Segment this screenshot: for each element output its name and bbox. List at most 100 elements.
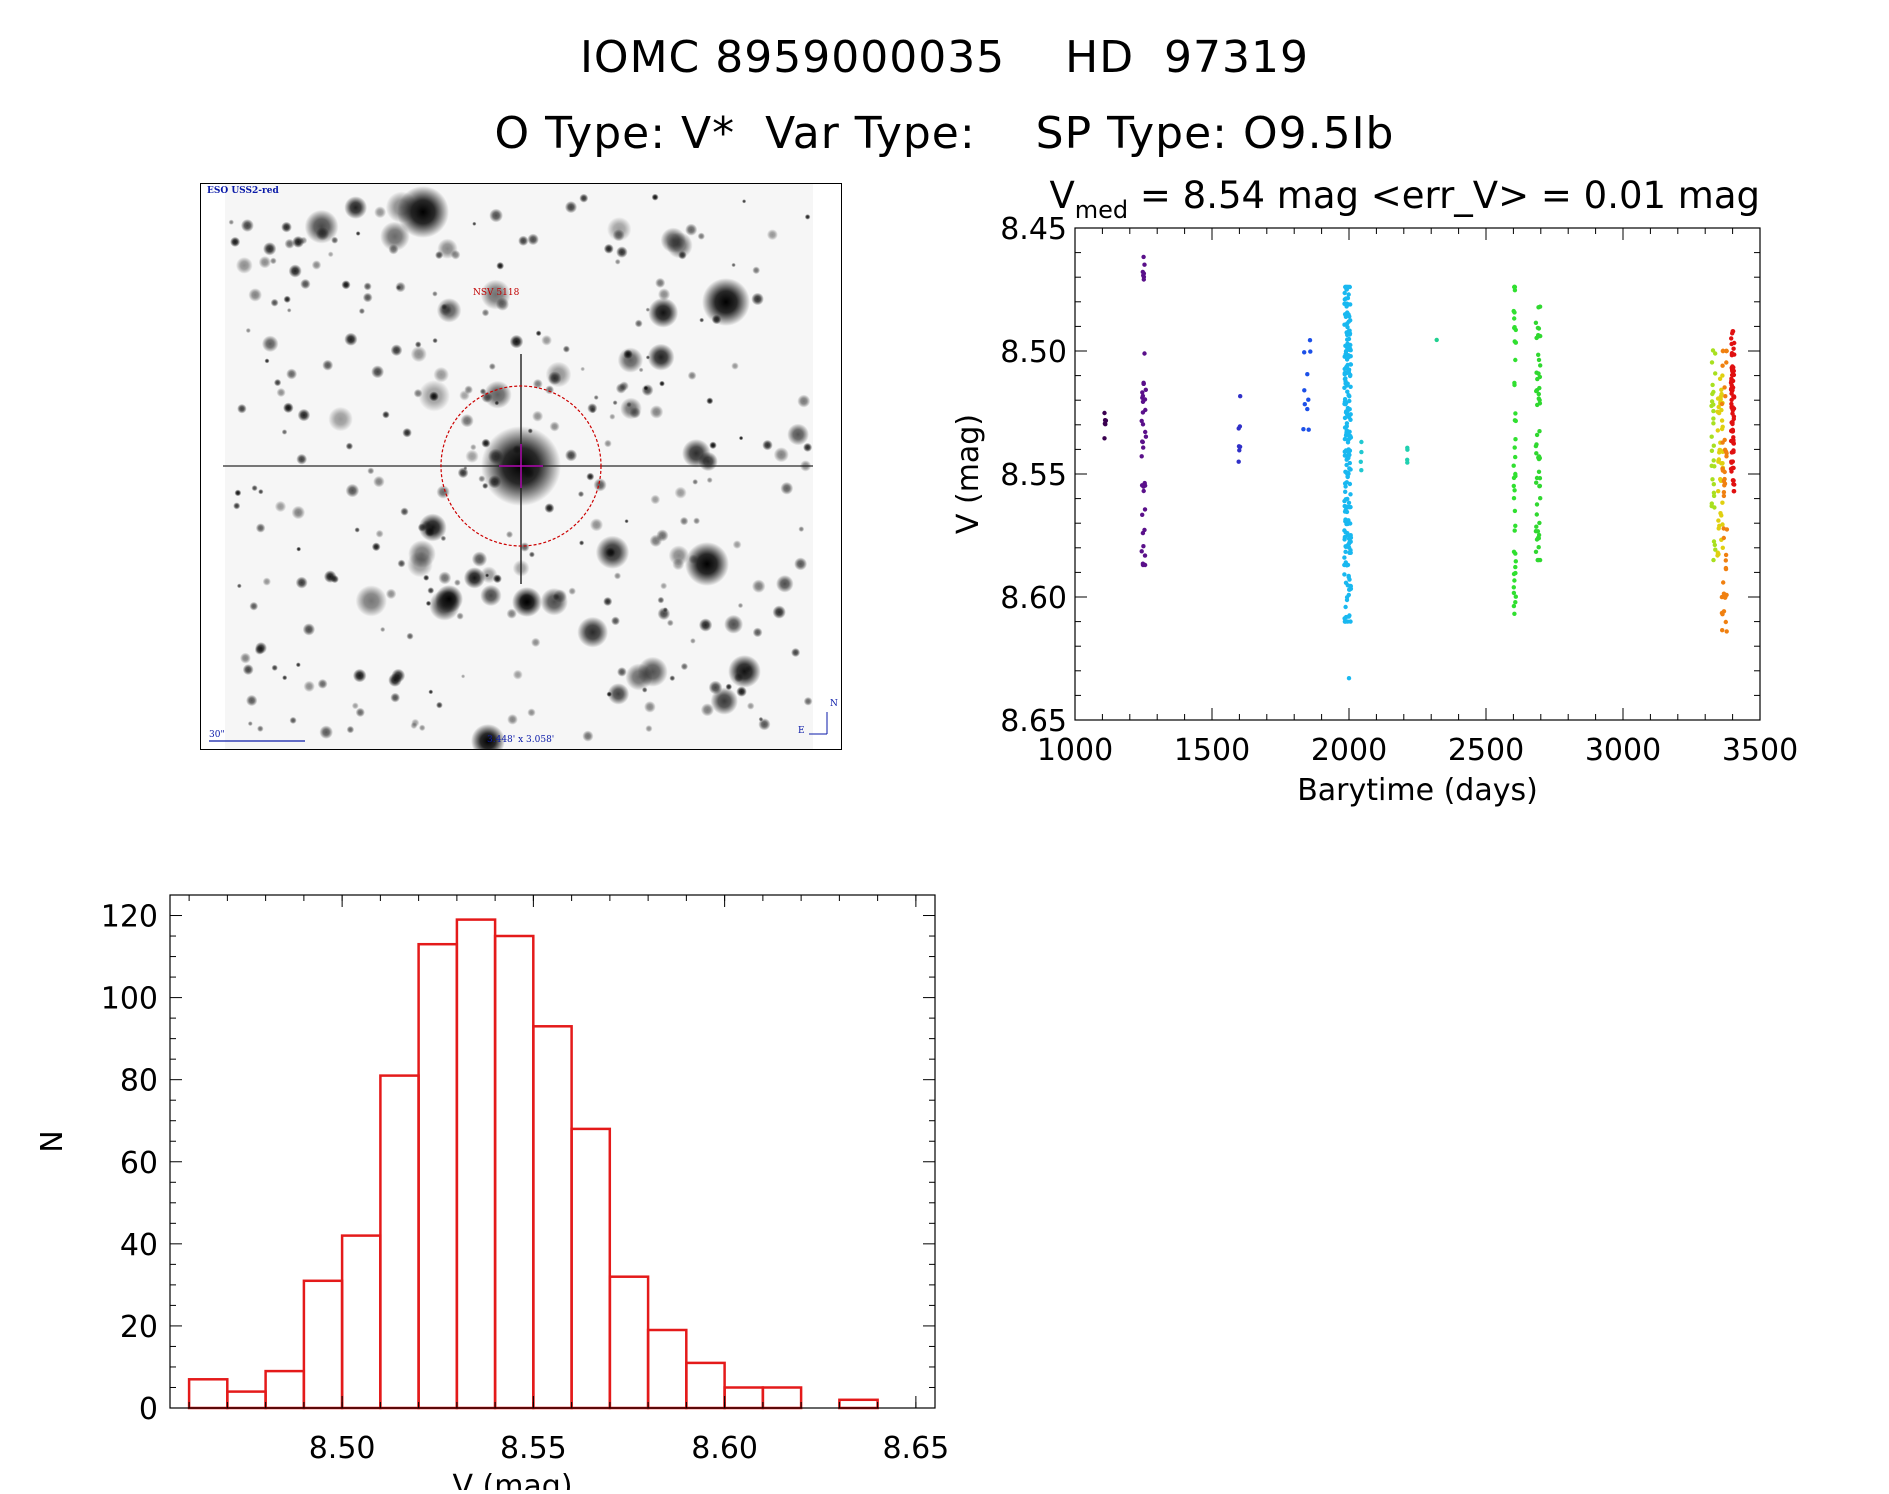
field-star xyxy=(496,261,505,270)
field-star xyxy=(432,337,438,344)
lc-data-point xyxy=(1142,507,1148,512)
lc-data-point xyxy=(1347,460,1352,466)
field-star xyxy=(593,395,599,400)
field-star xyxy=(489,208,503,223)
lc-data-point xyxy=(1729,353,1735,358)
field-star xyxy=(363,282,372,291)
lc-data-point xyxy=(1538,363,1543,368)
field-star xyxy=(732,540,742,549)
lc-data-point xyxy=(1721,490,1727,495)
field-star xyxy=(380,221,410,252)
lc-data-point xyxy=(1511,308,1516,314)
field-star xyxy=(428,689,434,695)
field-star xyxy=(797,394,811,408)
hist-y-tick-label: 100 xyxy=(101,982,158,1017)
lc-data-point xyxy=(1711,408,1716,414)
field-star xyxy=(327,251,334,258)
field-star xyxy=(651,193,659,201)
lc-data-point xyxy=(1343,351,1349,357)
lc-title: Vmed = 8.54 mag <err_V> = 0.01 mag xyxy=(1049,174,1760,224)
field-star xyxy=(736,686,747,697)
hist-x-tick-label: 8.55 xyxy=(500,1431,567,1466)
field-star xyxy=(371,365,385,379)
lc-data-point xyxy=(1345,543,1350,548)
lc-data-point xyxy=(1716,404,1721,410)
field-star xyxy=(282,675,288,681)
lc-data-point xyxy=(1538,333,1543,339)
lc-data-point xyxy=(1534,451,1539,456)
field-star xyxy=(341,280,351,290)
lc-data-point xyxy=(1533,443,1539,449)
lc-data-point xyxy=(1719,461,1724,466)
field-star xyxy=(345,483,360,498)
lc-data-point xyxy=(1730,331,1735,336)
histogram-bar xyxy=(685,1361,726,1410)
lc-data-point xyxy=(1342,503,1347,509)
field-star xyxy=(737,602,744,609)
field-star xyxy=(669,675,676,682)
field-star xyxy=(296,546,302,552)
lc-data-point xyxy=(1342,572,1347,577)
field-star xyxy=(242,664,254,676)
field-star xyxy=(666,619,674,627)
lc-y-tick-label: 8.45 xyxy=(1000,212,1067,247)
lc-data-point xyxy=(1730,478,1736,483)
field-star xyxy=(595,535,630,569)
field-star xyxy=(281,221,292,233)
histogram-bar xyxy=(532,1025,573,1410)
lc-data-point xyxy=(1711,482,1716,487)
field-star xyxy=(626,401,632,408)
lc-data-point xyxy=(1720,373,1725,378)
bright-star xyxy=(397,186,449,238)
field-star xyxy=(645,355,650,360)
field-star xyxy=(239,652,251,664)
field-star xyxy=(758,716,764,722)
lc-data-point xyxy=(1536,469,1542,474)
field-star xyxy=(292,235,305,248)
lc-data-point xyxy=(1344,409,1349,414)
lc-data-point xyxy=(1342,449,1347,454)
lc-data-point xyxy=(1359,449,1364,455)
field-star xyxy=(410,722,418,730)
field-star xyxy=(436,298,462,323)
field-star xyxy=(659,380,665,387)
field-star xyxy=(644,701,656,713)
lc-data-point xyxy=(1729,469,1734,474)
field-star xyxy=(465,449,479,463)
lc-data-point xyxy=(1143,429,1148,435)
lc-data-point xyxy=(1512,508,1518,514)
field-star xyxy=(429,391,439,402)
lc-data-point xyxy=(1720,545,1725,550)
lc-data-point xyxy=(1729,378,1734,384)
field-star xyxy=(649,405,664,419)
field-star xyxy=(666,232,693,259)
lc-data-point xyxy=(1535,557,1540,563)
lc-data-point xyxy=(1142,397,1148,402)
lc-data-point xyxy=(1140,512,1145,517)
field-star xyxy=(249,601,259,611)
field-star xyxy=(773,447,789,463)
lc-data-point xyxy=(1342,562,1347,568)
field-star xyxy=(679,516,689,526)
field-star xyxy=(373,475,385,488)
lc-data-point xyxy=(1711,443,1716,448)
field-star xyxy=(619,381,629,391)
field-star xyxy=(257,725,264,732)
field-star xyxy=(460,414,474,428)
field-star xyxy=(354,527,360,533)
lc-data-point xyxy=(1139,549,1144,554)
lc-data-point xyxy=(1731,407,1736,412)
field-star xyxy=(437,238,458,259)
lc-data-point xyxy=(1731,489,1736,494)
lc-data-point xyxy=(1716,552,1721,557)
field-star xyxy=(355,231,361,236)
lc-data-point xyxy=(1534,475,1540,481)
field-star xyxy=(804,214,811,220)
lc-data-point xyxy=(1305,372,1310,377)
field-star xyxy=(577,491,585,498)
lc-data-point xyxy=(1709,360,1715,365)
lc-data-point xyxy=(1729,460,1734,465)
lc-data-point xyxy=(1346,302,1351,307)
lc-data-point xyxy=(1536,545,1541,550)
lc-data-point xyxy=(1512,445,1517,450)
